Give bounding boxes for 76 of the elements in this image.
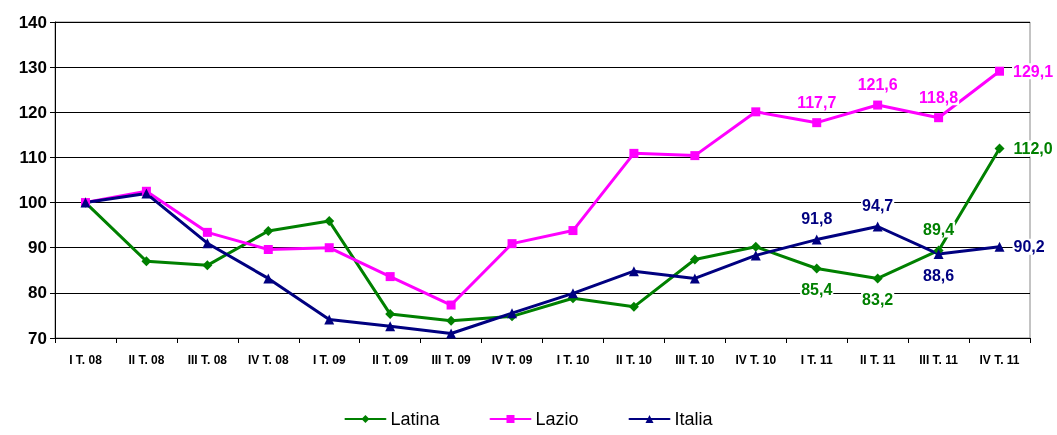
x-tick-label: III T. 08 <box>187 353 228 367</box>
point <box>324 216 335 227</box>
point <box>446 315 457 326</box>
data-label: 94,7 <box>862 197 894 214</box>
point <box>812 118 822 128</box>
y-tick-label: 130 <box>18 57 47 77</box>
y-tick-label: 100 <box>18 193 47 213</box>
y-tick-label: 110 <box>19 147 47 167</box>
x-tick-label: III T. 11 <box>919 353 959 367</box>
x-tick-label: IV T. 09 <box>491 353 533 367</box>
data-label: 88,6 <box>923 266 955 284</box>
point <box>873 100 883 110</box>
y-tick-label: 80 <box>28 283 47 303</box>
x-tick-label: III T. 09 <box>431 353 472 367</box>
data-label: 89,4 <box>923 220 955 238</box>
point <box>628 301 639 312</box>
point <box>934 113 944 123</box>
point <box>629 148 639 158</box>
x-tick-label: III T. 10 <box>675 353 715 367</box>
point <box>263 273 274 284</box>
x-tick-label: II T. 10 <box>615 353 653 367</box>
x-tick-label: II T. 11 <box>859 353 896 367</box>
point <box>994 143 1005 154</box>
point <box>202 260 213 271</box>
data-label: 129,1 <box>1013 62 1054 80</box>
point <box>263 226 274 237</box>
point <box>689 273 700 284</box>
point <box>507 239 517 249</box>
point <box>202 227 212 237</box>
x-tick-label: II T. 09 <box>372 353 409 367</box>
legend-label: Latina <box>390 409 441 429</box>
point <box>385 321 396 332</box>
point <box>811 263 822 274</box>
data-label: 121,6 <box>857 76 898 94</box>
x-tick-label: II T. 08 <box>128 353 165 367</box>
point <box>994 241 1005 252</box>
legend-label: Lazio <box>535 409 579 429</box>
point <box>567 288 578 299</box>
data-label: 118,8 <box>919 88 959 106</box>
point <box>628 266 639 277</box>
point <box>568 226 578 236</box>
y-tick-label: 90 <box>28 238 47 258</box>
x-tick-label: I T. 10 <box>556 353 590 367</box>
data-label: 85,4 <box>801 280 833 298</box>
x-tick-label: IV T. 11 <box>979 353 1020 367</box>
point <box>751 107 761 117</box>
point <box>750 250 761 261</box>
point <box>690 151 700 161</box>
point <box>202 238 213 249</box>
point <box>263 245 273 255</box>
point <box>324 314 335 325</box>
legend-label: Italia <box>674 409 714 429</box>
point <box>811 234 822 245</box>
point <box>933 249 944 260</box>
point <box>872 273 883 284</box>
data-label: 91,8 <box>801 210 833 228</box>
y-tick-label: 140 <box>18 12 47 32</box>
data-label: 90,2 <box>1013 238 1045 256</box>
x-tick-label: I T. 08 <box>69 353 103 367</box>
point <box>446 300 456 310</box>
x-tick-label: I T. 11 <box>800 353 834 367</box>
point <box>995 66 1005 76</box>
y-tick-label: 120 <box>18 102 47 122</box>
y-tick-label: 70 <box>28 328 47 348</box>
point <box>324 243 334 253</box>
x-tick-label: I T. 09 <box>312 353 346 367</box>
data-label: 117,7 <box>797 93 837 111</box>
data-label: 112,0 <box>1013 139 1053 157</box>
point <box>446 328 457 339</box>
x-tick-label: IV T. 08 <box>247 353 289 367</box>
point <box>750 241 761 252</box>
point <box>385 272 395 282</box>
data-label: 83,2 <box>862 290 894 308</box>
point <box>689 254 700 265</box>
x-tick-label: IV T. 10 <box>735 353 777 367</box>
point <box>872 221 883 232</box>
